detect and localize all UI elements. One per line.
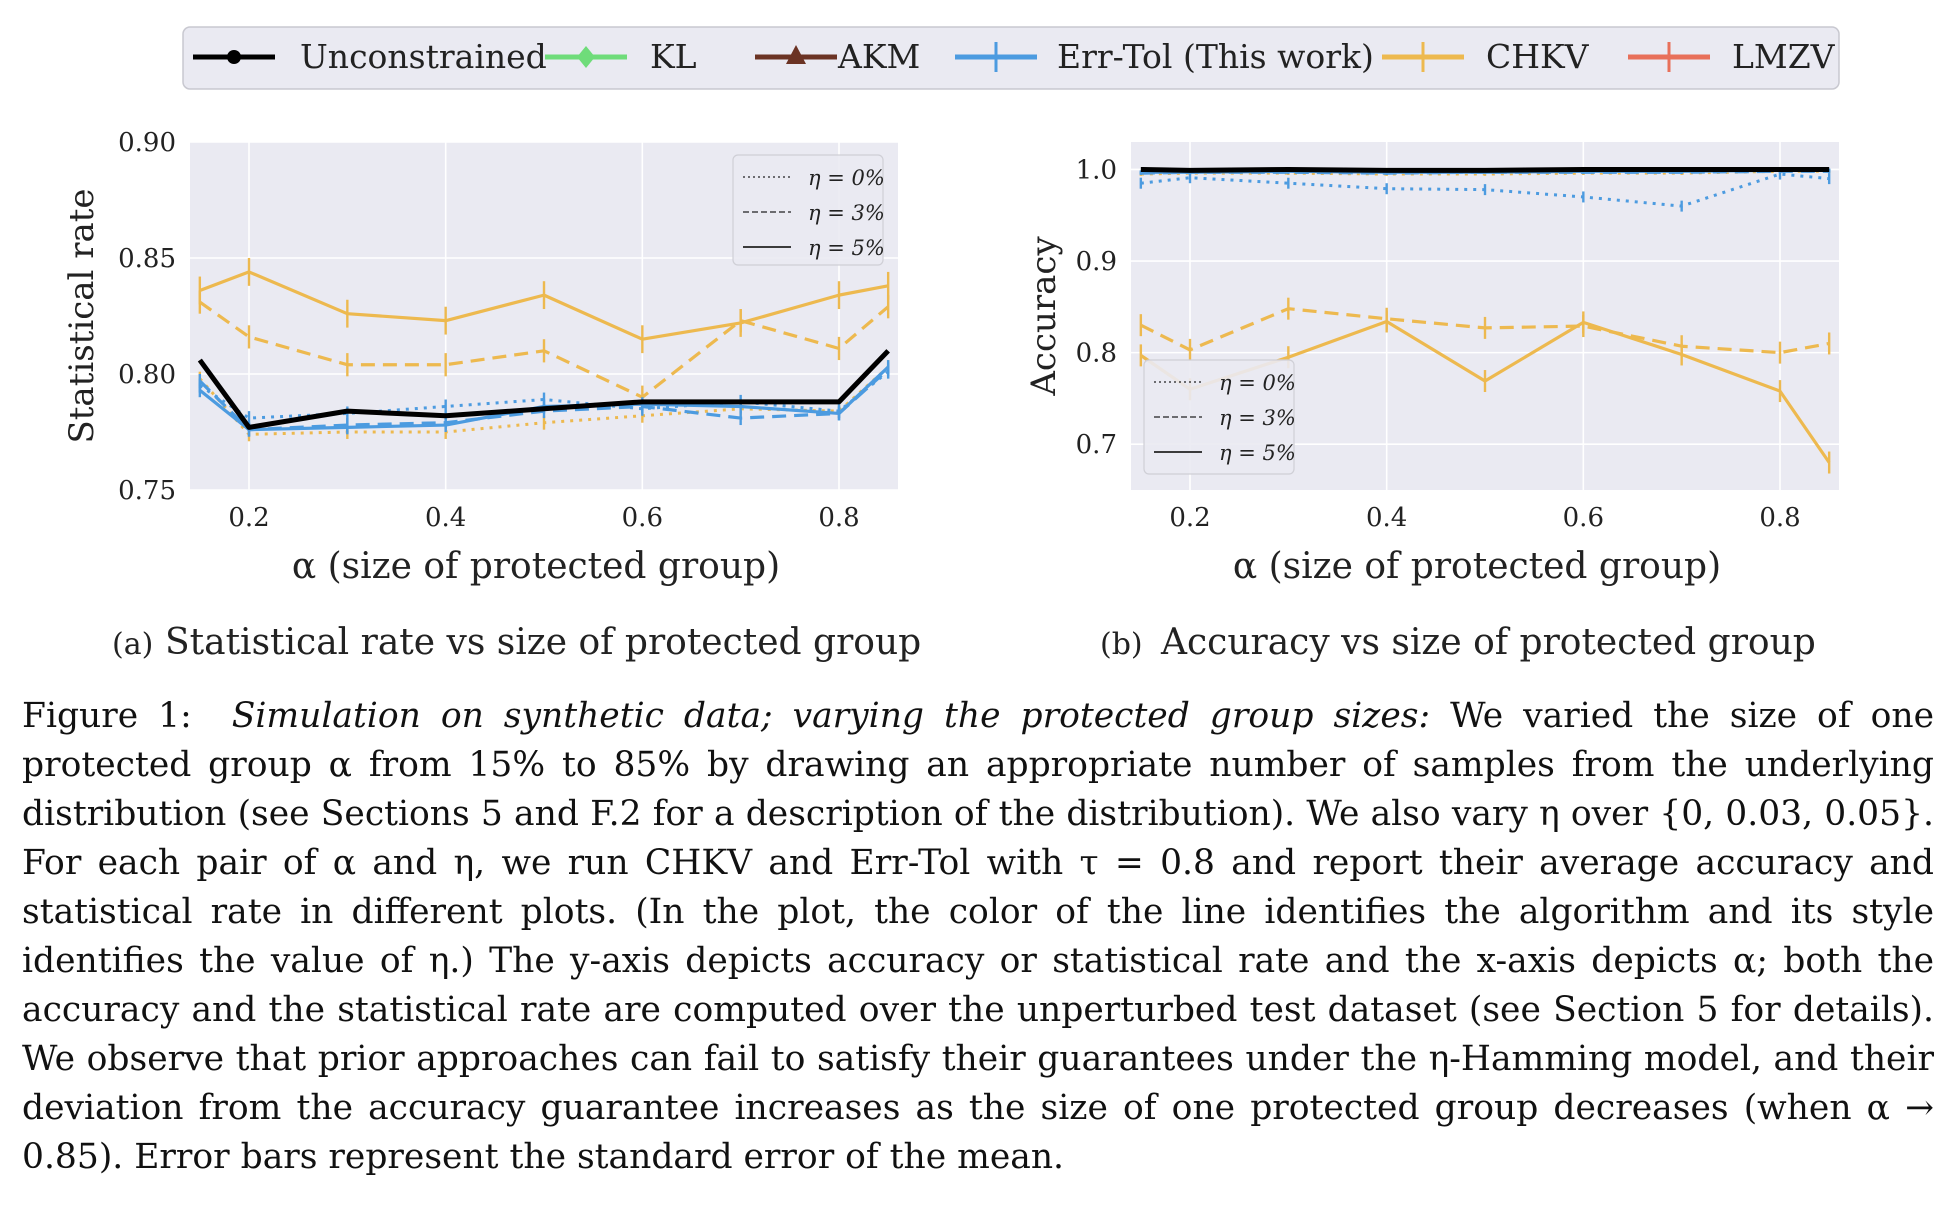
y-tick-label: 0.9 [1076, 247, 1117, 277]
x-axis-label-b: α (size of protected group) [1233, 546, 1721, 587]
y-tick-label: 0.85 [118, 244, 176, 274]
eta-legend-a: η = 0% η = 3% η = 5% [732, 154, 885, 266]
figure-caption: Figure 1: Simulation on synthetic data; … [22, 692, 1934, 1182]
series-path [1140, 166, 1830, 173]
x-tick-label: 0.6 [622, 503, 663, 533]
x-tick-label: 0.8 [818, 503, 859, 533]
y-axis-label-b: Accuracy [1024, 236, 1064, 397]
legend-entry: KL [545, 37, 697, 76]
legend-entry: AKM [755, 37, 920, 76]
subcaption-a-tag: (a) [112, 627, 153, 662]
x-tick-label: 0.4 [425, 503, 466, 533]
eta-legend-label: η = 3% [1219, 406, 1296, 430]
eta-legend-label: η = 3% [808, 201, 885, 225]
series-line [1140, 166, 1830, 173]
legend-entry: LMZV [1628, 37, 1836, 76]
ticks-b: 0.2 0.4 0.6 0.8 0.7 0.8 0.9 1.0 [1076, 155, 1801, 533]
x-axis-label-a: α (size of protected group) [292, 546, 780, 587]
y-tick-label: 0.8 [1076, 339, 1117, 369]
subcaption-a: (a) Statistical rate vs size of protecte… [112, 622, 921, 663]
legend-label: CHKV [1486, 37, 1590, 76]
legend-label: AKM [837, 37, 920, 76]
legend-marker [786, 45, 806, 64]
subcaption-b-tag: (b) [1100, 627, 1143, 662]
series-line [197, 349, 890, 430]
x-tick-label: 0.2 [1169, 503, 1210, 533]
caption-body: We varied the size of one protected grou… [22, 696, 1934, 1177]
x-tick-label: 0.6 [1563, 503, 1604, 533]
eta-legend-b: η = 0% η = 3% η = 5% [1143, 359, 1296, 475]
x-tick-label: 0.2 [228, 503, 269, 533]
eta-legend-label: η = 5% [808, 236, 885, 260]
eta-legend-label: η = 5% [1219, 441, 1296, 465]
subplot-a: 0.2 0.4 0.6 0.8 0.75 0.80 0.85 0.90 η = 0% η = 3… [62, 128, 898, 587]
legend-label: Unconstrained [300, 37, 547, 76]
eta-legend-box [732, 154, 884, 266]
y-tick-label: 0.75 [118, 476, 176, 506]
caption-lead: Simulation on synthetic data; varying th… [231, 696, 1431, 736]
y-tick-label: 0.90 [118, 128, 176, 158]
legend-entry: Unconstrained [193, 37, 547, 76]
series-line [1139, 168, 1831, 212]
series-path [197, 349, 890, 430]
subcaption-a-text: Statistical rate vs size of protected gr… [165, 622, 921, 663]
legend-marker [227, 50, 241, 64]
series-path [199, 370, 890, 420]
figure: Unconstrained KL AKM Err-Tol (This work) CHK… [62, 26, 1840, 663]
ticks-a: 0.2 0.4 0.6 0.8 0.75 0.80 0.85 0.90 [118, 128, 860, 533]
eta-legend-label: η = 0% [808, 166, 885, 190]
legend-marker [577, 46, 595, 68]
legend-entry: Err-Tol (This work) [955, 37, 1374, 76]
legend-label: Err-Tol (This work) [1057, 37, 1374, 76]
subcaption-b: (b) Accuracy vs size of protected group [1100, 622, 1816, 663]
series-line [198, 290, 890, 409]
y-tick-label: 1.0 [1076, 155, 1117, 185]
y-tick-label: 0.7 [1076, 430, 1117, 460]
y-tick-label: 0.80 [118, 360, 176, 390]
top-legend: Unconstrained KL AKM Err-Tol (This work) CHK… [182, 26, 1840, 90]
legend-label: LMZV [1732, 37, 1836, 76]
legend-entry: CHKV [1382, 37, 1590, 76]
subplot-b: 0.2 0.4 0.6 0.80.70.80.91.0 η = 0%η = 3%η =… [1024, 142, 1839, 587]
series-line [1139, 297, 1831, 364]
eta-legend-label: η = 0% [1219, 371, 1296, 395]
y-axis-label-a: Statistical rate [62, 188, 102, 443]
legend-label: KL [650, 37, 697, 76]
subcaption-b-text: Accuracy vs size of protected group [1160, 622, 1816, 663]
eta-legend-box [1143, 359, 1295, 475]
x-tick-label: 0.8 [1759, 503, 1800, 533]
x-tick-label: 0.4 [1366, 503, 1407, 533]
series-a [197, 258, 890, 442]
caption-label: Figure 1: [22, 696, 192, 736]
